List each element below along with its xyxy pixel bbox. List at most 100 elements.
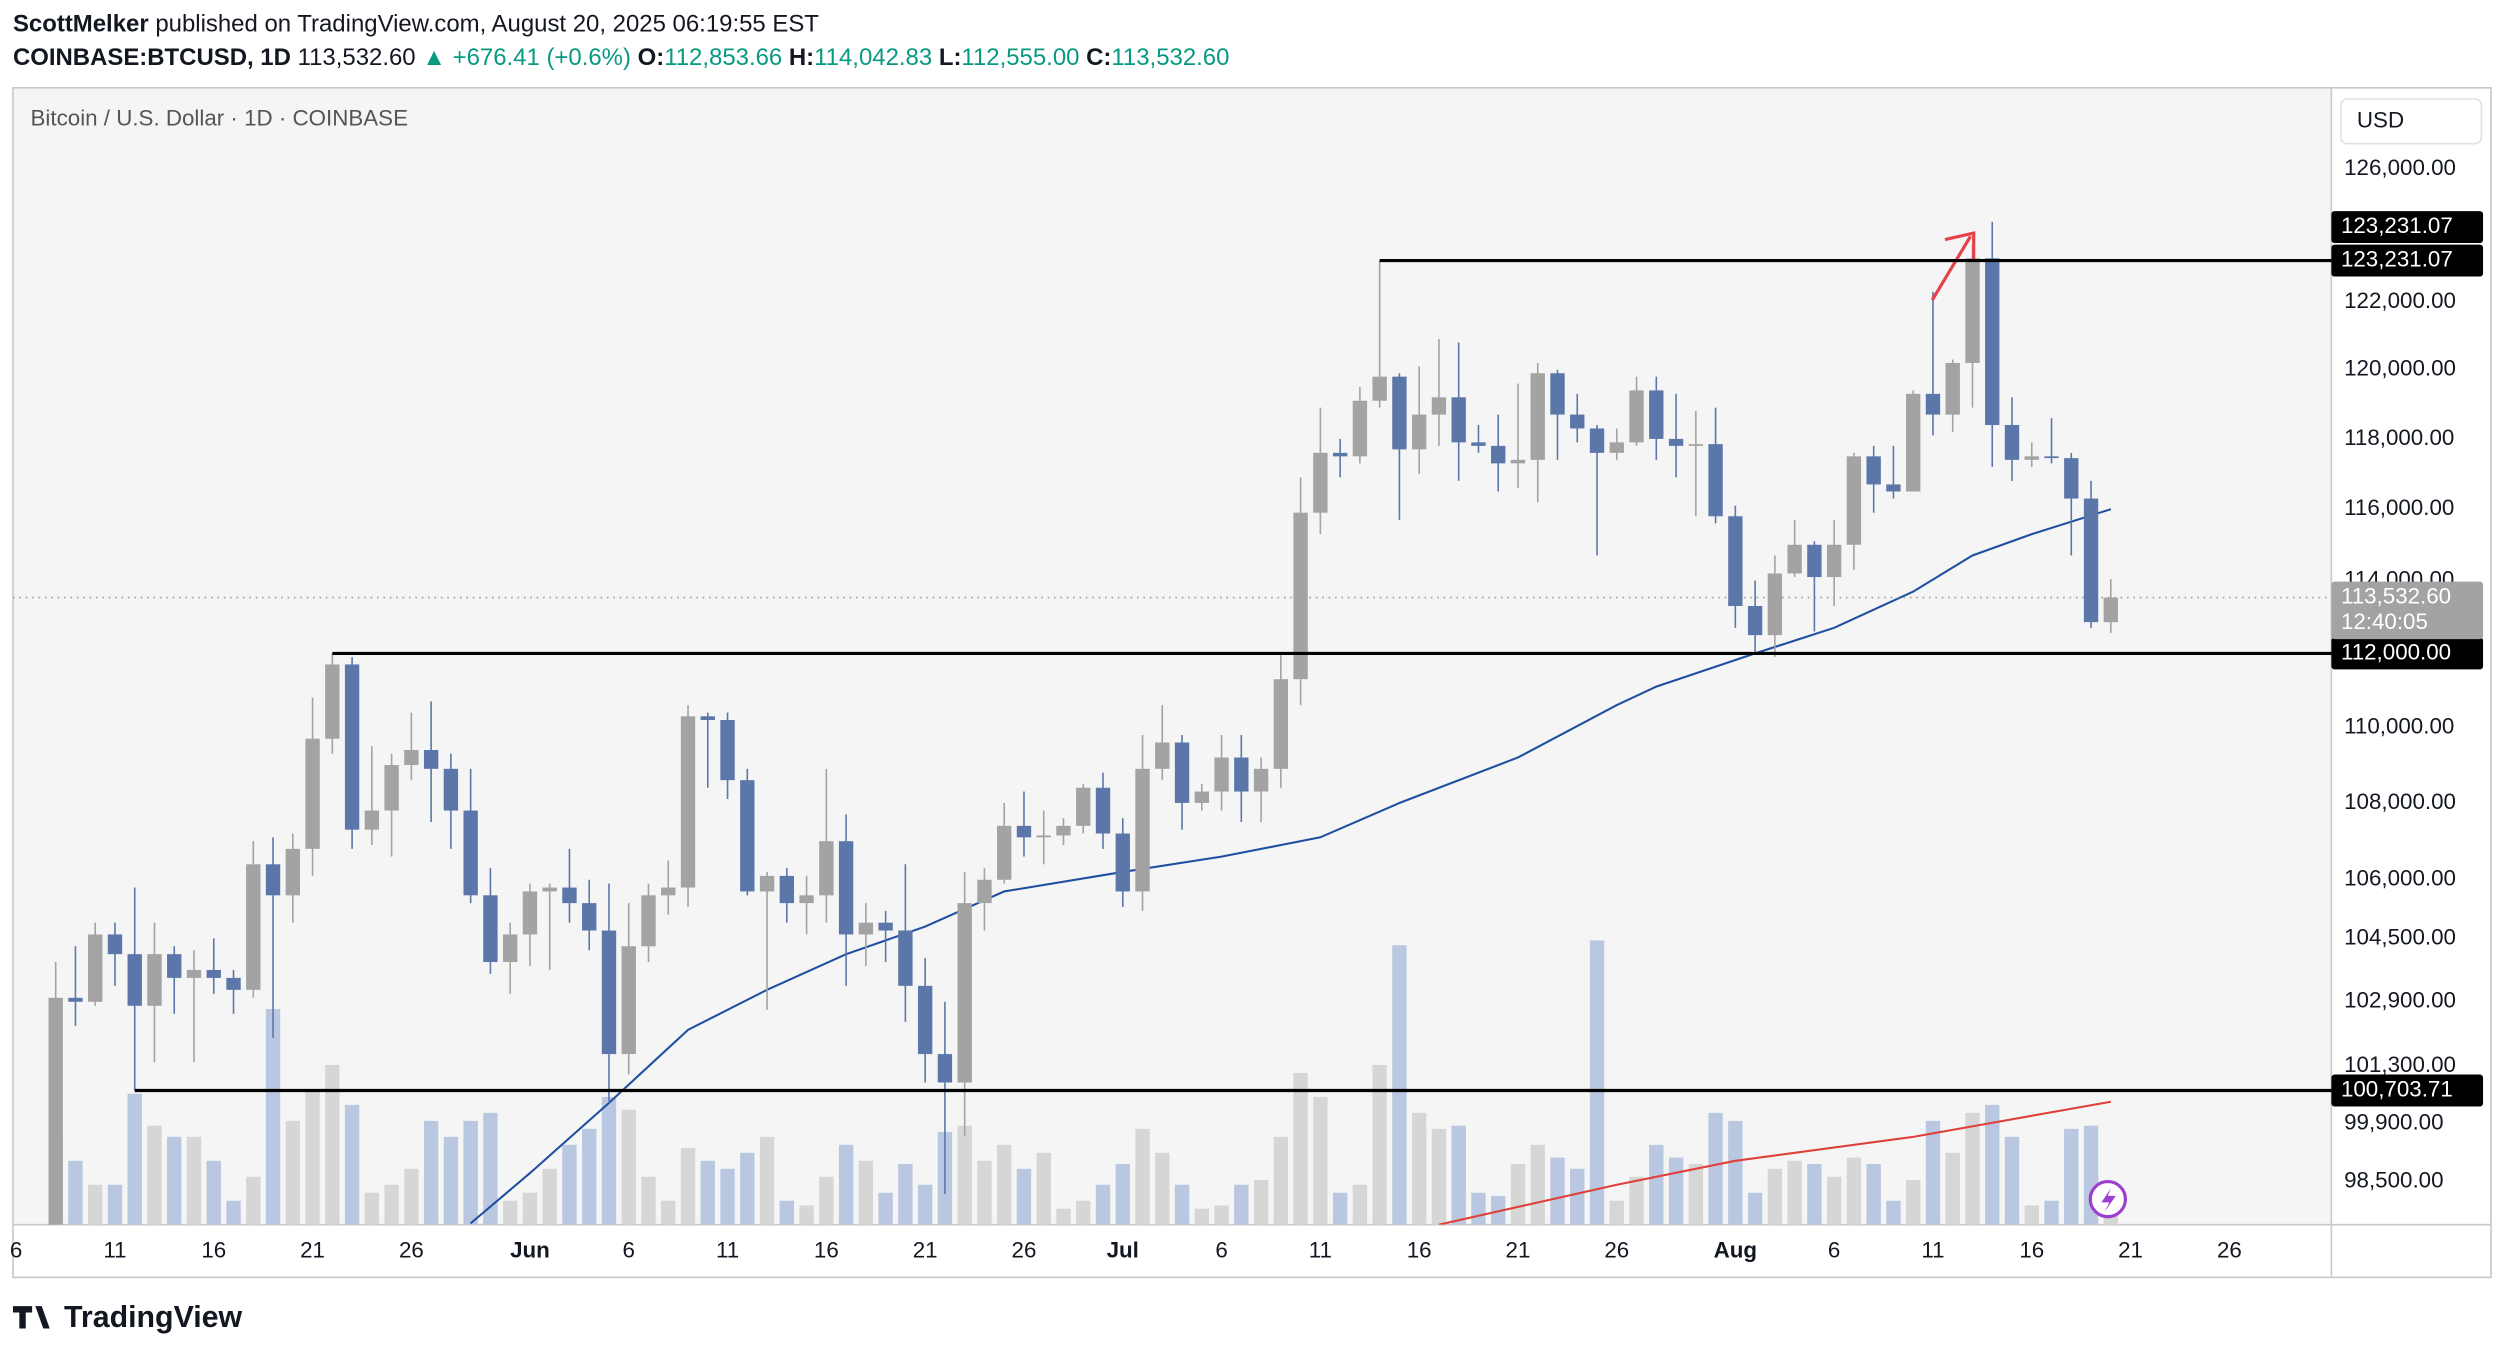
volume-bar: [1649, 1144, 1664, 1225]
publish-line: ScottMelker published on TradingView.com…: [13, 11, 819, 38]
candle-body: [1491, 445, 1506, 464]
y-tick-label: 104,500.00: [2344, 924, 2456, 949]
volume-bar: [838, 1144, 854, 1225]
volume-bar: [127, 1093, 142, 1225]
volume-bar: [285, 1120, 300, 1225]
currency-button[interactable]: [2340, 98, 2483, 145]
candle-body: [1076, 787, 1091, 826]
volume-bar: [1688, 1163, 1704, 1225]
candle-body: [898, 930, 913, 986]
candle-body: [1807, 544, 1822, 578]
level-tag: 123,231.07: [2341, 246, 2453, 271]
volume-bar: [1135, 1128, 1150, 1225]
volume-bar: [977, 1160, 992, 1225]
candle-body: [167, 954, 182, 978]
candle-body: [1253, 768, 1269, 792]
chart-title: Bitcoin / U.S. Dollar · 1D · COINBASE: [31, 106, 408, 131]
candle-body: [226, 977, 241, 990]
candle-body: [2103, 597, 2118, 623]
volume-bar: [878, 1192, 893, 1225]
volume-bar: [2004, 1136, 2020, 1225]
volume-bar: [957, 1125, 972, 1225]
candle-body: [917, 985, 933, 1055]
change: ▲ +676.41 (+0.6%): [422, 44, 631, 71]
volume-bar: [1886, 1200, 1901, 1225]
volume-bar: [740, 1152, 755, 1225]
candle-body: [1273, 679, 1289, 769]
candle-body: [463, 810, 478, 896]
volume-bar: [1629, 1176, 1644, 1225]
volume-bar: [2024, 1205, 2039, 1225]
volume-bar: [700, 1160, 715, 1225]
candle-body: [1550, 373, 1565, 415]
volume-bar: [167, 1136, 182, 1225]
candle-body: [838, 841, 854, 935]
x-tick-label: 6: [10, 1238, 22, 1263]
candle-body: [1866, 456, 1881, 485]
candle-body: [937, 1054, 953, 1083]
candle-body: [404, 749, 419, 766]
candle-body: [1056, 825, 1071, 836]
candle-body: [502, 934, 518, 963]
candle-body: [957, 903, 972, 1083]
candle-body: [1965, 258, 1980, 363]
last-price-label: 113,532.60: [2341, 583, 2451, 608]
x-tick-label: 6: [1215, 1238, 1227, 1263]
candle-body: [1194, 791, 1209, 803]
candle-body: [779, 875, 795, 904]
volume-bar: [147, 1125, 162, 1225]
level-tag-box: [2331, 1074, 2484, 1107]
volume-bar: [502, 1200, 518, 1225]
volume-bar: [542, 1168, 557, 1225]
logo: TradingView: [64, 1301, 242, 1334]
candle-body: [1411, 414, 1427, 450]
volume-bar: [759, 1136, 775, 1225]
volume-bar: [1866, 1163, 1881, 1225]
candle-body: [1787, 544, 1802, 574]
candle-body: [364, 810, 380, 830]
candle-body: [1471, 442, 1486, 446]
candle-body: [680, 716, 696, 888]
candle-body: [2004, 424, 2020, 460]
ohlc-key: C:: [1086, 44, 1111, 71]
volume-bar: [265, 1009, 281, 1225]
volume-bar: [1115, 1163, 1130, 1225]
volume-bar: [1332, 1192, 1348, 1225]
y-tick-label: 110,000.00: [2344, 713, 2454, 738]
volume-bar: [1965, 1112, 1980, 1225]
candle-body: [1925, 393, 1941, 415]
volume-bar: [404, 1168, 419, 1225]
volume-bar: [1155, 1152, 1170, 1225]
candle-body: [1886, 484, 1901, 492]
candle-body: [265, 864, 281, 896]
candle-body: [720, 720, 735, 781]
x-tick-label: 16: [1407, 1238, 1432, 1263]
x-tick-label: 11: [1309, 1238, 1332, 1263]
volume-bar: [641, 1176, 656, 1225]
y-tick-label: 126,000.00: [2344, 155, 2456, 180]
volume-bar: [720, 1168, 735, 1225]
y-tick-label: 108,000.00: [2344, 789, 2456, 814]
candle-body: [107, 934, 123, 955]
volume-bar: [483, 1112, 498, 1225]
candle-body: [384, 765, 399, 811]
volume-bar: [779, 1200, 795, 1225]
x-tick-label: 6: [623, 1238, 635, 1263]
candle-body: [1649, 390, 1664, 439]
candle-body: [1688, 444, 1704, 446]
volume-bar: [1668, 1157, 1684, 1225]
symbol: COINBASE:BTCUSD, 1D: [13, 44, 291, 71]
candle-body: [661, 887, 676, 896]
volume-bar: [344, 1104, 360, 1225]
logo-mark: [12, 1306, 50, 1329]
y-tick-label: 98,500.00: [2344, 1167, 2443, 1192]
volume-bar: [997, 1144, 1012, 1225]
bolt: [2101, 1187, 2116, 1212]
volume-bar: [661, 1200, 676, 1225]
candle-body: [48, 997, 63, 1225]
volume-bar: [1016, 1168, 1032, 1225]
candle-body: [878, 922, 893, 931]
volume-bar: [1510, 1163, 1526, 1225]
y-tick-label: 102,900.00: [2344, 988, 2456, 1013]
candle-body: [88, 934, 103, 1002]
